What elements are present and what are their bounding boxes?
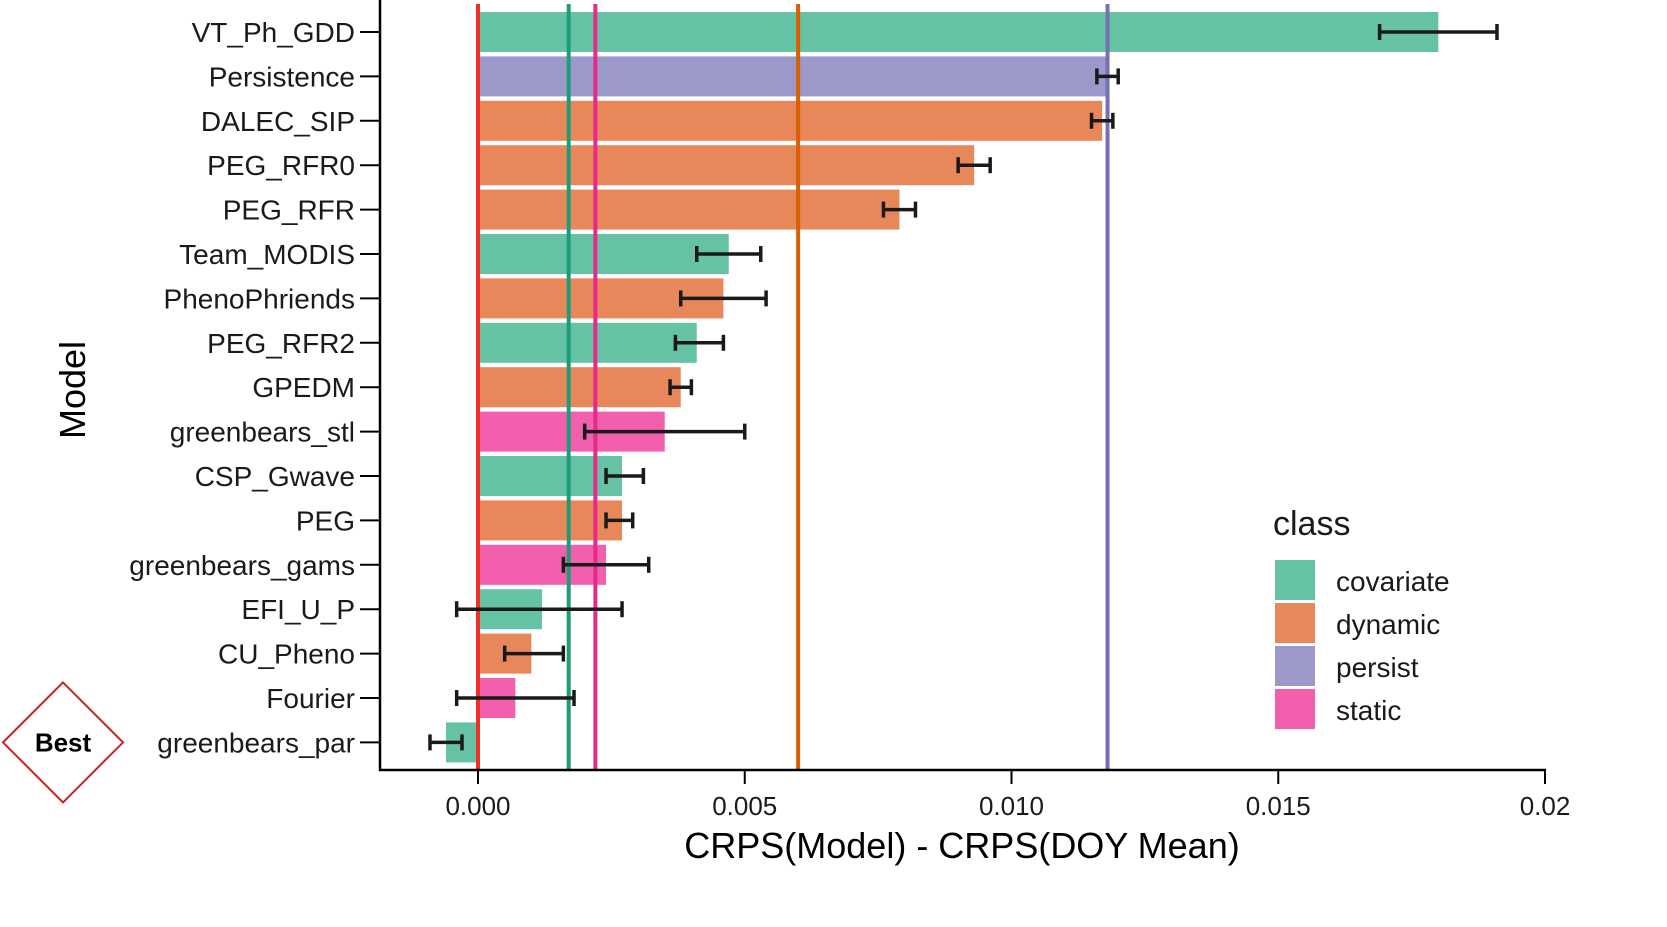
legend-title: class (1273, 505, 1350, 543)
bar-csp-gwave (478, 456, 623, 496)
y-tick-labels: VT_Ph_GDD Persistence DALEC_SIP PEG_RFR0 PEG… (129, 17, 355, 758)
axes (360, 0, 1546, 784)
y-tick-label-peg-rfr2: PEG_RFR2 (207, 328, 355, 359)
y-tick-label-team-modis: Team_MODIS (179, 239, 355, 270)
error-bar-vt-ph-gdd (1377, 24, 1499, 40)
y-tick-label-peg-rfr: PEG_RFR (223, 195, 355, 226)
legend-swatch-persist (1275, 646, 1315, 686)
legend: class covariate dynamic persist static (1273, 505, 1450, 729)
legend-label-covariate: covariate (1336, 566, 1450, 597)
error-bar-csp-gwave (604, 468, 646, 484)
y-tick-label-fourier: Fourier (266, 683, 355, 714)
error-bar-persistence (1095, 68, 1120, 85)
y-tick-label-gpedm: GPEDM (252, 372, 355, 403)
x-tick-label-3: 0.015 (1246, 791, 1311, 821)
y-tick-label-greenbears-par: greenbears_par (157, 727, 355, 758)
x-tick-label-4: 0.02 (1520, 791, 1571, 821)
error-bar-peg (604, 512, 635, 529)
bar-peg (478, 500, 623, 541)
error-bars (428, 24, 1499, 751)
error-bar-greenbears-gams (561, 556, 651, 573)
error-bar-fourier (454, 690, 576, 706)
error-bar-efi-u-p (454, 601, 624, 618)
legend-swatch-dynamic (1275, 603, 1315, 643)
error-bar-peg-rfr0 (956, 157, 992, 174)
y-tick-label-dalec-sip: DALEC_SIP (201, 106, 355, 137)
y-tick-label-csp-gwave: CSP_Gwave (195, 461, 355, 492)
error-bar-peg-rfr2 (673, 334, 726, 351)
best-annotation: Best (1, 680, 125, 804)
error-bar-dalec-sip (1089, 112, 1115, 129)
bar-vt-ph-gdd (478, 12, 1439, 52)
legend-swatch-covariate (1275, 560, 1315, 600)
error-bar-greenbears-par (428, 734, 464, 751)
bar-peg-rfr (478, 189, 900, 230)
x-tick-label-0: 0.000 (445, 791, 510, 821)
reference-lines (476, 4, 1110, 770)
legend-label-static: static (1336, 695, 1401, 726)
y-tick-label-greenbears-gams: greenbears_gams (129, 550, 355, 581)
bar-gpedm (478, 367, 681, 408)
y-tick-label-persistence: Persistence (209, 61, 355, 92)
bars (445, 12, 1439, 763)
bar-dalec-sip (478, 100, 1103, 141)
error-bar-peg-rfr (881, 201, 918, 218)
y-tick-label-cu-pheno: CU_Pheno (218, 639, 355, 670)
legend-swatch-static (1275, 689, 1315, 729)
bar-persistence (478, 56, 1108, 97)
y-tick-label-peg: PEG (296, 505, 355, 536)
legend-label-dynamic: dynamic (1336, 609, 1440, 640)
y-tick-label-greenbears-stl: greenbears_stl (170, 417, 355, 448)
legend-label-persist: persist (1336, 652, 1419, 683)
error-bar-team-modis (694, 246, 763, 262)
x-tick-labels: 0.000 0.005 0.010 0.015 0.02 (445, 791, 1570, 821)
y-tick-label-peg-rfr0: PEG_RFR0 (207, 150, 355, 181)
y-axis-title: Model (52, 341, 93, 439)
error-bar-cu-pheno (502, 645, 566, 662)
best-diamond (1, 680, 125, 804)
y-tick-label-vt-ph-gdd: VT_Ph_GDD (192, 17, 355, 48)
error-bar-greenbears-stl (582, 423, 747, 440)
y-tick-label-efi-u-p: EFI_U_P (241, 594, 355, 625)
bar-peg-rfr2 (478, 322, 697, 363)
bar-peg-rfr0 (478, 145, 975, 186)
x-axis-title: CRPS(Model) - CRPS(DOY Mean) (684, 825, 1239, 866)
x-tick-label-1: 0.005 (712, 791, 777, 821)
x-tick-label-2: 0.010 (979, 791, 1044, 821)
error-bar-gpedm (668, 379, 694, 396)
best-label: Best (35, 727, 92, 757)
error-bar-phenophriends (678, 290, 768, 307)
y-tick-label-phenophriends: PhenoPhriends (164, 283, 355, 314)
bar-team-modis (478, 234, 729, 274)
